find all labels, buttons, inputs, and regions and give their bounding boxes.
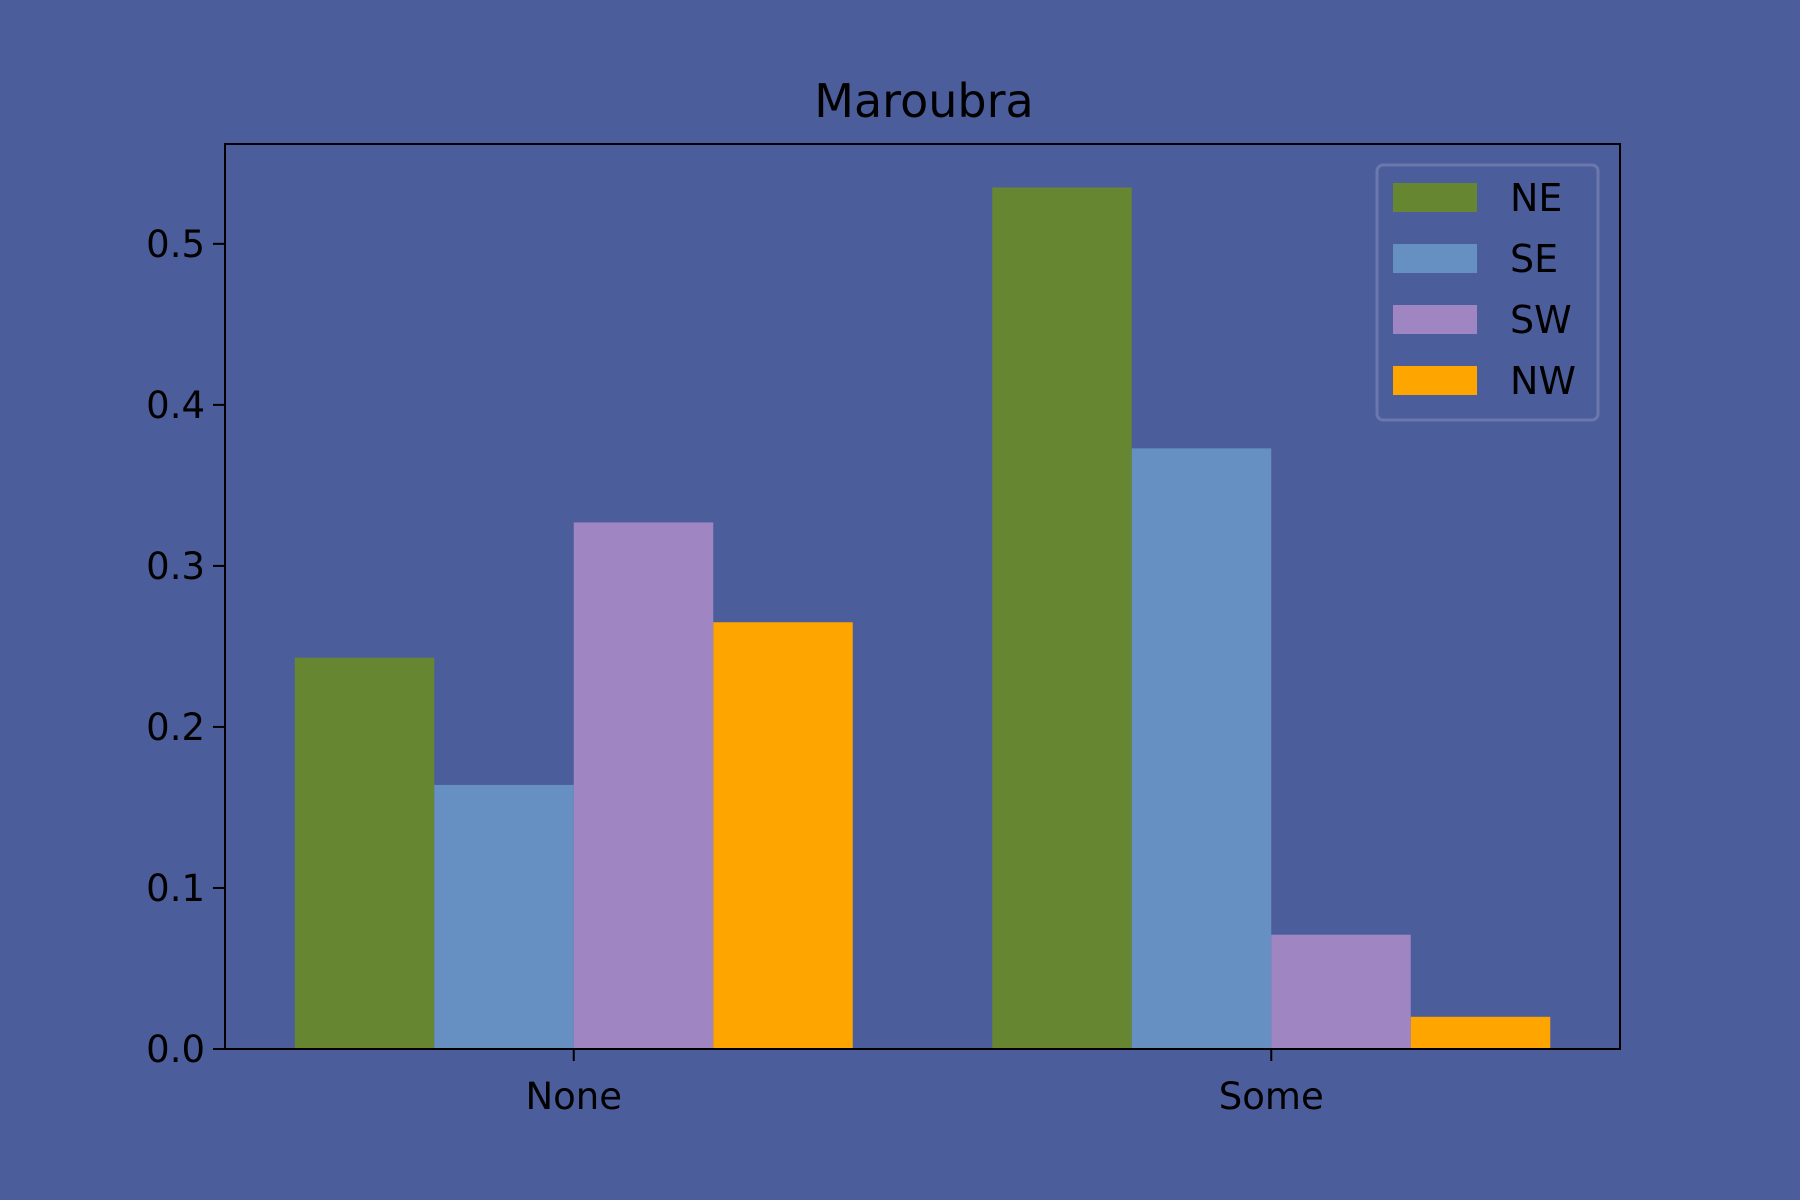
- legend-label-nw: NW: [1510, 359, 1576, 403]
- legend-swatch-sw: [1393, 305, 1477, 334]
- legend-label-sw: SW: [1510, 298, 1572, 342]
- plot-frame: [224, 143, 1621, 1050]
- bar-sw-none: [573, 522, 714, 1049]
- bar-nw-some: [1410, 1016, 1551, 1049]
- bars-layer: [294, 187, 1551, 1050]
- bar-ne-some: [992, 187, 1132, 1050]
- y-tick-label: 0.0: [146, 1028, 205, 1071]
- legend-label-ne: NE: [1510, 176, 1562, 220]
- legend-swatch-nw: [1393, 366, 1477, 395]
- legend-swatch-ne: [1393, 183, 1477, 212]
- bar-nw-none: [713, 622, 853, 1049]
- legend-label-se: SE: [1510, 237, 1558, 281]
- y-tick-label: 0.3: [146, 545, 205, 588]
- legend: NE SE SW NW: [1375, 163, 1600, 422]
- x-tick-label: Some: [1219, 1075, 1324, 1118]
- chart-title: Maroubra: [814, 74, 1033, 128]
- legend-box: [1375, 163, 1600, 422]
- bar-se-none: [434, 784, 574, 1049]
- y-tick-label: 0.1: [146, 867, 205, 910]
- y-tick-label: 0.5: [146, 223, 205, 266]
- bar-sw-some: [1271, 934, 1411, 1049]
- x-axis: None Some: [525, 1049, 1324, 1118]
- y-axis: 0.0 0.1 0.2 0.3 0.4 0.5: [146, 223, 225, 1071]
- x-tick-label: None: [525, 1075, 622, 1118]
- legend-swatch-se: [1393, 244, 1477, 273]
- bar-ne-none: [294, 657, 435, 1049]
- y-tick-label: 0.2: [146, 706, 205, 749]
- y-tick-label: 0.4: [146, 384, 205, 427]
- bar-se-some: [1131, 448, 1272, 1049]
